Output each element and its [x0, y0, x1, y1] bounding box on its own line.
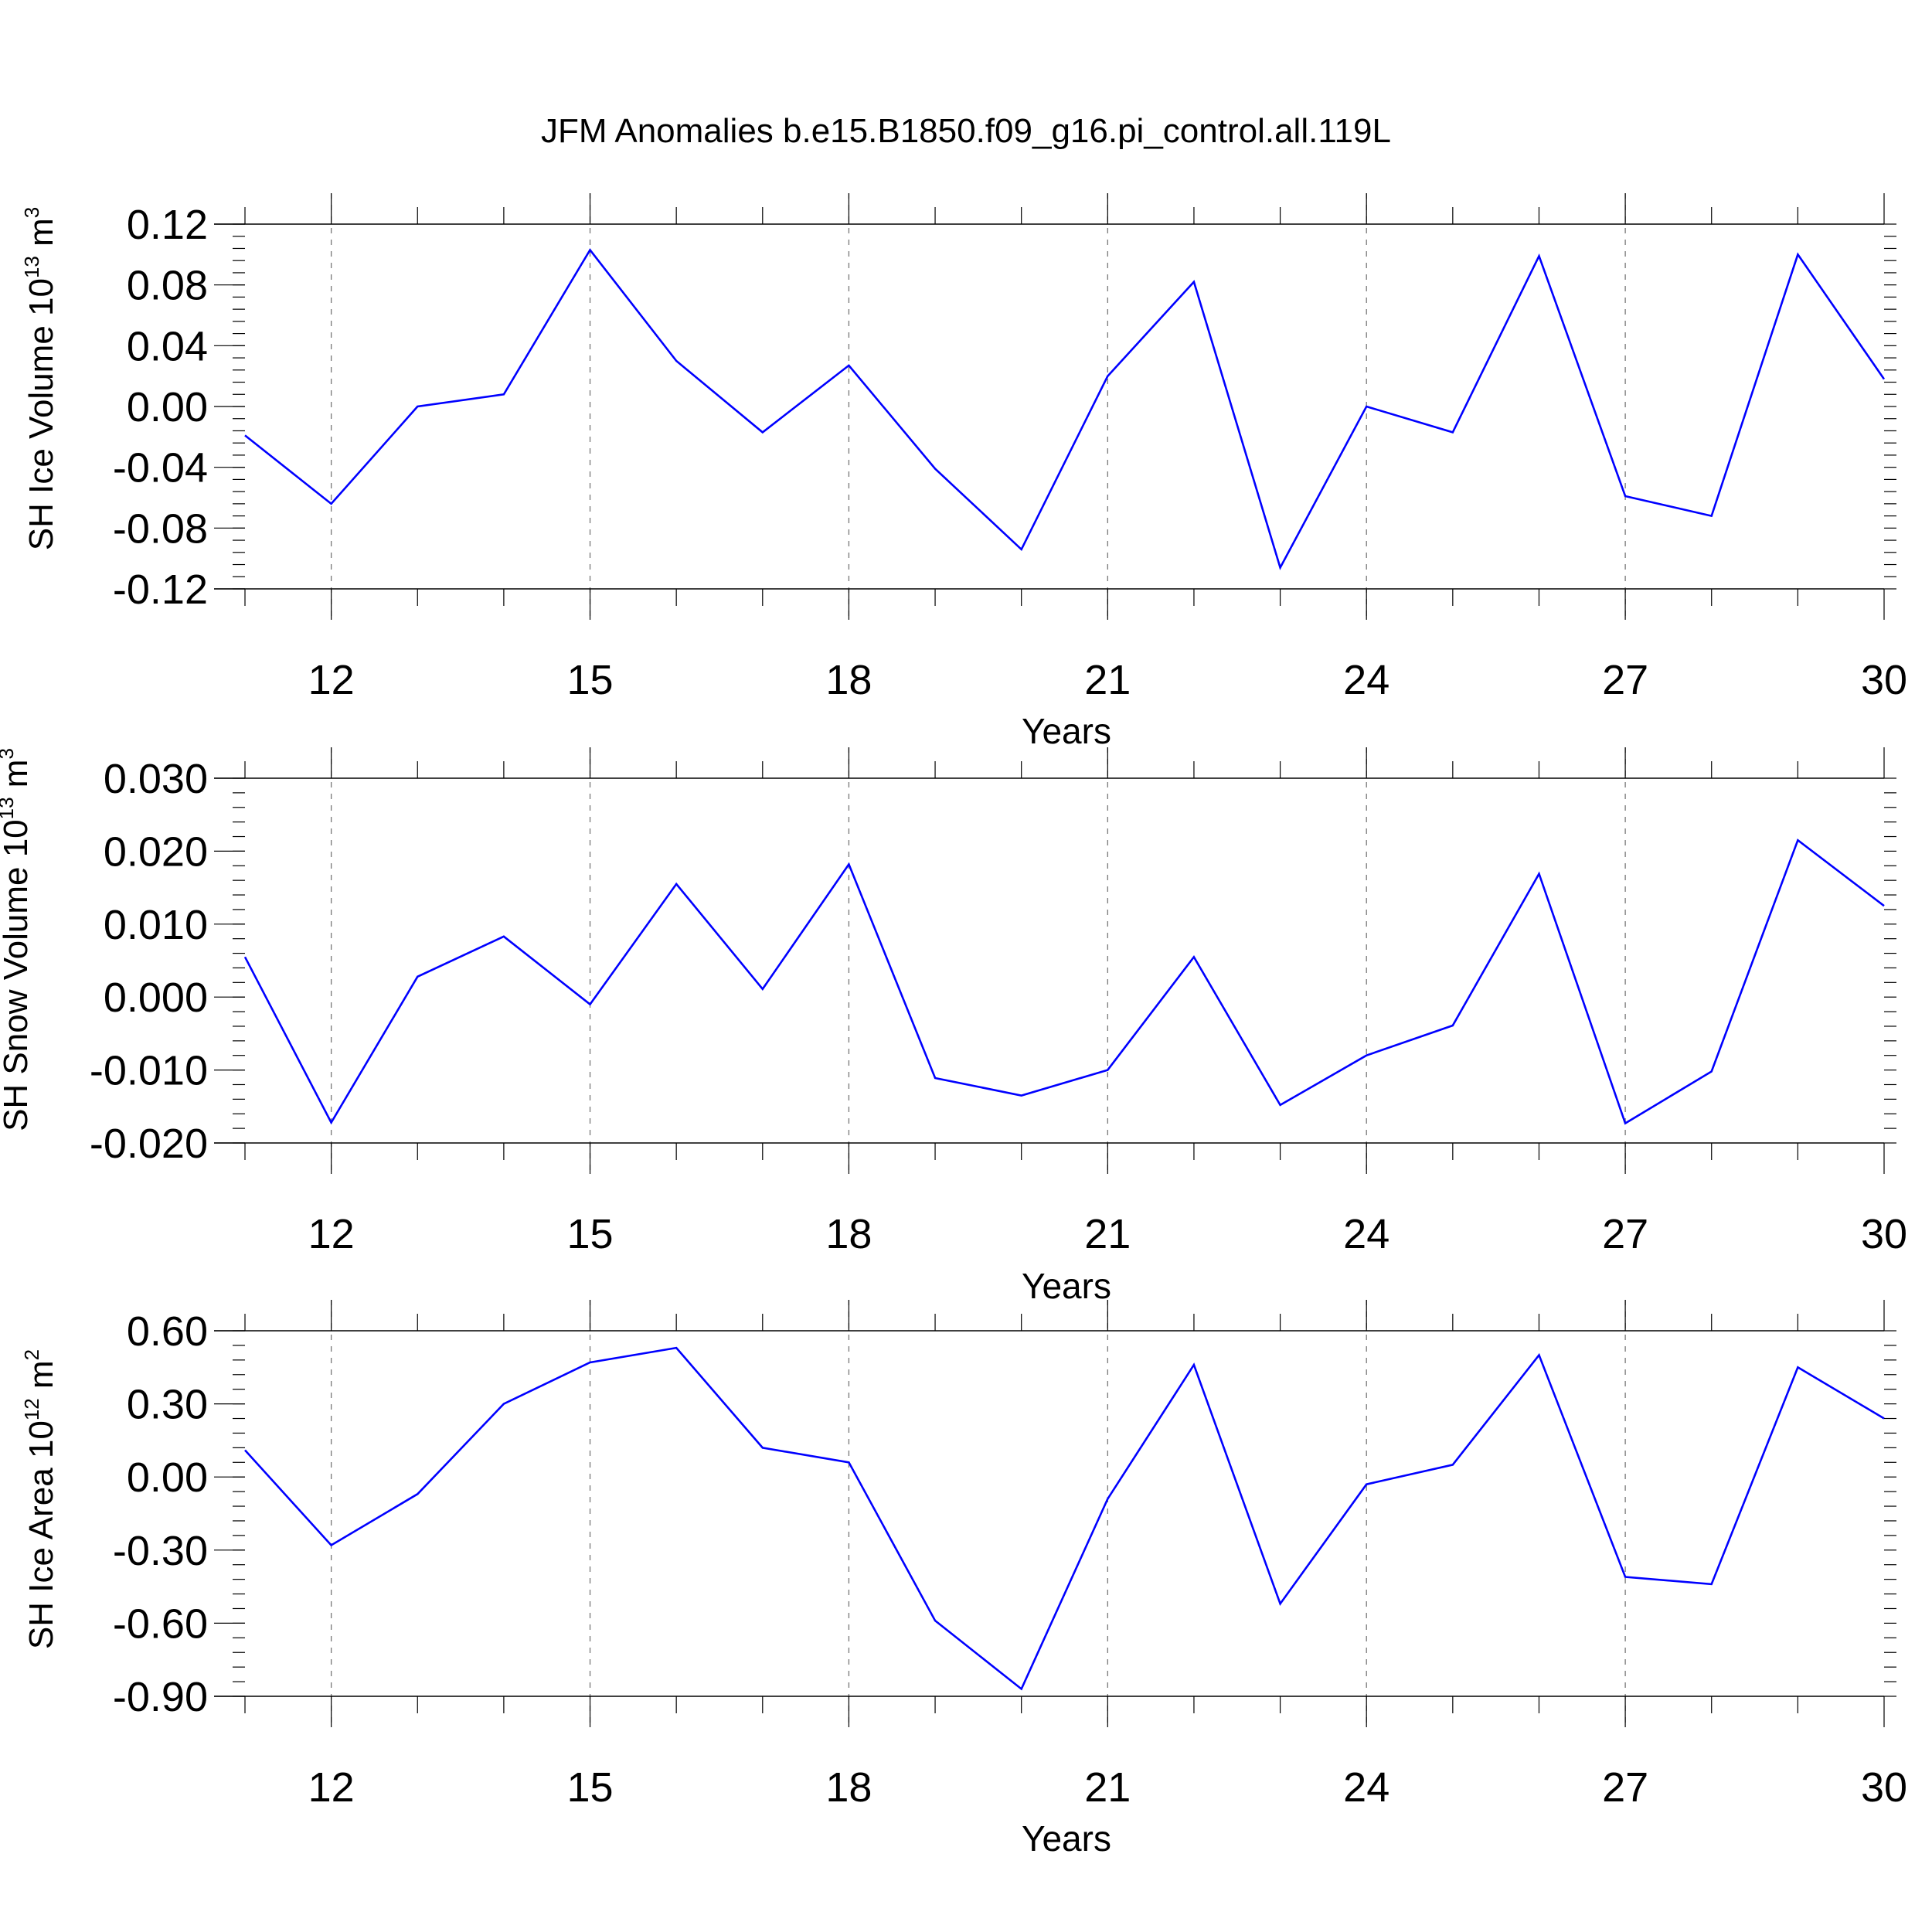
y-tick-label: -0.020	[90, 1121, 208, 1167]
y-tick-label: 0.020	[104, 828, 208, 875]
y-tick-label: 0.010	[104, 902, 208, 948]
y-tick-label: 0.000	[104, 975, 208, 1021]
x-tick-label-27: 27	[1602, 657, 1648, 703]
y-tick-label: 0.00	[127, 384, 208, 430]
ylabel-snow-volume: SH Snow Volume 1013 m3	[0, 748, 35, 1131]
x-tick-label-21: 21	[1084, 1211, 1131, 1257]
y-tick-label: 0.30	[127, 1382, 208, 1428]
panel-snow-volume: SH Snow Volume 1013 m3 Years	[0, 748, 1111, 1306]
y-tick-label: -0.30	[113, 1528, 208, 1574]
x-tick-label-24: 24	[1343, 657, 1389, 703]
x-tick-label-27: 27	[1602, 1211, 1648, 1257]
x-tick-label-18: 18	[825, 1764, 872, 1811]
y-tick-label: -0.90	[113, 1674, 208, 1720]
y-tick-label: -0.12	[113, 566, 208, 613]
x-tick-label-18: 18	[825, 657, 872, 703]
chart-title: JFM Anomalies b.e15.B1850.f09_g16.pi_con…	[541, 112, 1391, 150]
y-tick-label: 0.12	[127, 202, 208, 248]
xlabel-snow-volume: Years	[1022, 1266, 1111, 1306]
panel-ice-area: SH Ice Area 1012 m2 Years	[20, 1349, 1111, 1859]
plot-area-ice-volume: 0.12 0.08 0.04 0.00 -0.04 -0.08 -0.12 12 15 18 21 2…	[113, 193, 1907, 703]
y-tick-label: 0.030	[104, 756, 208, 802]
plot-area-snow-volume: 0.030 0.020 0.010 0.000 -0.010 -0.020 12 15 18 21…	[90, 747, 1907, 1257]
plot-area-ice-area: 0.60 0.30 0.00 -0.30 -0.60 -0.90 12 15 18 21 24 27 3…	[113, 1300, 1907, 1811]
y-tick-label: -0.08	[113, 505, 208, 552]
x-tick-label-15: 15	[566, 1211, 613, 1257]
y-tick-label: 0.08	[127, 263, 208, 309]
y-tick-label: 0.04	[127, 323, 208, 369]
y-tick-label: 0.60	[127, 1308, 208, 1355]
xlabel-ice-area: Years	[1022, 1818, 1111, 1859]
x-tick-label-15: 15	[566, 1764, 613, 1811]
y-tick-label: 0.00	[127, 1454, 208, 1501]
series-line-ice-volume	[244, 248, 1886, 570]
y-tick-label: -0.60	[113, 1600, 208, 1647]
x-tick-label-30: 30	[1861, 1764, 1907, 1811]
x-tick-label-18: 18	[825, 1211, 872, 1257]
x-tick-label-24: 24	[1343, 1764, 1389, 1811]
x-tick-label-24: 24	[1343, 1211, 1389, 1257]
x-tick-label-15: 15	[566, 657, 613, 703]
panel-ice-volume: SH Ice Volume 1013 m3 Years	[20, 207, 1111, 751]
ylabel-ice-volume: SH Ice Volume 1013 m3	[20, 207, 60, 550]
x-tick-label-30: 30	[1861, 657, 1907, 703]
x-tick-label-12: 12	[308, 1764, 355, 1811]
y-tick-label: -0.04	[113, 445, 208, 492]
xlabel-ice-volume: Years	[1022, 711, 1111, 751]
series-line-ice-area	[244, 1346, 1885, 1691]
x-tick-label-12: 12	[308, 657, 355, 703]
series-line-snow-volume	[243, 838, 1885, 1125]
x-tick-label-21: 21	[1084, 1764, 1131, 1811]
x-tick-label-30: 30	[1861, 1211, 1907, 1257]
ylabel-ice-area: SH Ice Area 1012 m2	[20, 1349, 60, 1649]
x-tick-label-21: 21	[1084, 657, 1131, 703]
x-tick-label-12: 12	[308, 1211, 355, 1257]
x-tick-label-27: 27	[1602, 1764, 1648, 1811]
y-tick-label: -0.010	[90, 1048, 208, 1094]
